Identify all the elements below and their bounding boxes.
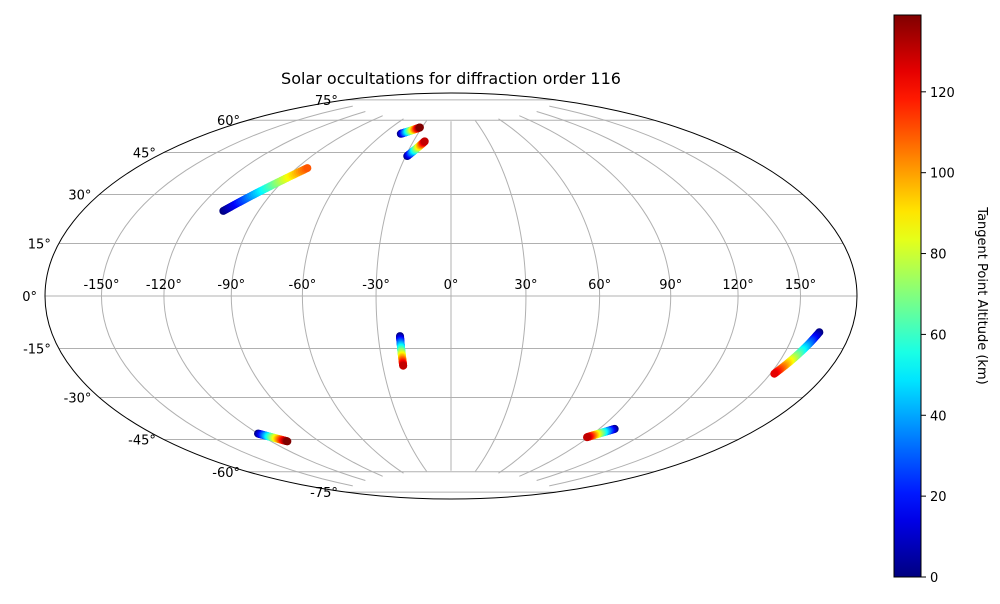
longitude-tick-label: -30° xyxy=(362,278,390,293)
colorbar-tick-label: 100 xyxy=(930,167,955,182)
colorbar-tick-label: 80 xyxy=(930,248,947,263)
occultation-track xyxy=(396,332,408,370)
colorbar-tick-label: 120 xyxy=(930,86,955,101)
occultation-track xyxy=(403,137,429,161)
map-boundary xyxy=(44,92,858,500)
data-point xyxy=(399,361,408,370)
occultation-track xyxy=(254,429,292,446)
latitude-tick-label: -15° xyxy=(23,343,51,358)
occultation-track xyxy=(583,424,619,442)
data-point xyxy=(420,137,429,146)
latitude-tick-labels: 75°60°45°30°15°0°-15°-30°-45°-60°-75° xyxy=(22,94,338,501)
latitude-tick-label: -30° xyxy=(64,392,92,407)
longitude-tick-label: 30° xyxy=(514,278,537,293)
meridian-line xyxy=(549,105,802,487)
longitude-tick-label: -150° xyxy=(83,278,119,293)
meridian-line xyxy=(163,111,366,481)
latitude-tick-label: 30° xyxy=(68,189,91,204)
colorbar-tick-label: 0 xyxy=(930,571,938,586)
meridian-line xyxy=(498,118,601,474)
data-point xyxy=(283,437,292,446)
colorbar-ticks: 0 20 40 60 80 100 120 xyxy=(921,86,955,586)
data-point xyxy=(415,123,424,132)
longitude-tick-label: -60° xyxy=(289,278,317,293)
latitude-tick-label: -60° xyxy=(212,466,240,481)
meridian-line xyxy=(375,120,428,472)
meridian-line xyxy=(301,118,404,474)
occultation-tracks xyxy=(219,123,824,446)
longitude-tick-label: 150° xyxy=(785,278,816,293)
longitude-tick-label: 60° xyxy=(588,278,611,293)
latitude-tick-label: 75° xyxy=(315,94,338,109)
latitude-tick-label: -45° xyxy=(128,434,156,449)
meridian-line xyxy=(230,115,383,477)
meridian-line xyxy=(519,115,672,477)
meridian-line xyxy=(536,111,739,481)
occultation-track xyxy=(396,123,424,138)
latitude-tick-label: 60° xyxy=(217,114,240,129)
latitude-tick-label: 45° xyxy=(133,146,156,161)
longitude-tick-label: -90° xyxy=(217,278,245,293)
colorbar xyxy=(893,14,922,578)
colorbar-label: Tangent Point Altitude (km) xyxy=(974,206,989,384)
longitude-tick-label: 0° xyxy=(444,278,459,293)
data-point xyxy=(303,164,312,173)
longitude-tick-label: 90° xyxy=(659,278,682,293)
longitude-tick-labels: -150° -120° -90° -60° -30° 0° 30° 60° 90° 120° 150… xyxy=(83,278,816,293)
longitude-tick-label: 120° xyxy=(722,278,753,293)
colorbar-tick-label: 40 xyxy=(930,409,947,424)
longitude-tick-label: -120° xyxy=(146,278,182,293)
latitude-tick-label: 15° xyxy=(28,237,51,252)
meridian-line xyxy=(474,120,527,472)
occultation-track xyxy=(770,328,824,378)
graticule xyxy=(45,99,857,493)
occultation-track xyxy=(219,164,312,215)
colorbar-tick-label: 20 xyxy=(930,490,947,505)
chart-title: Solar occultations for diffraction order… xyxy=(281,69,621,88)
data-point xyxy=(583,433,592,442)
latitude-tick-label: 0° xyxy=(22,290,37,305)
colorbar-tick-label: 60 xyxy=(930,328,947,343)
data-point xyxy=(770,369,779,378)
meridian-line xyxy=(100,105,353,487)
